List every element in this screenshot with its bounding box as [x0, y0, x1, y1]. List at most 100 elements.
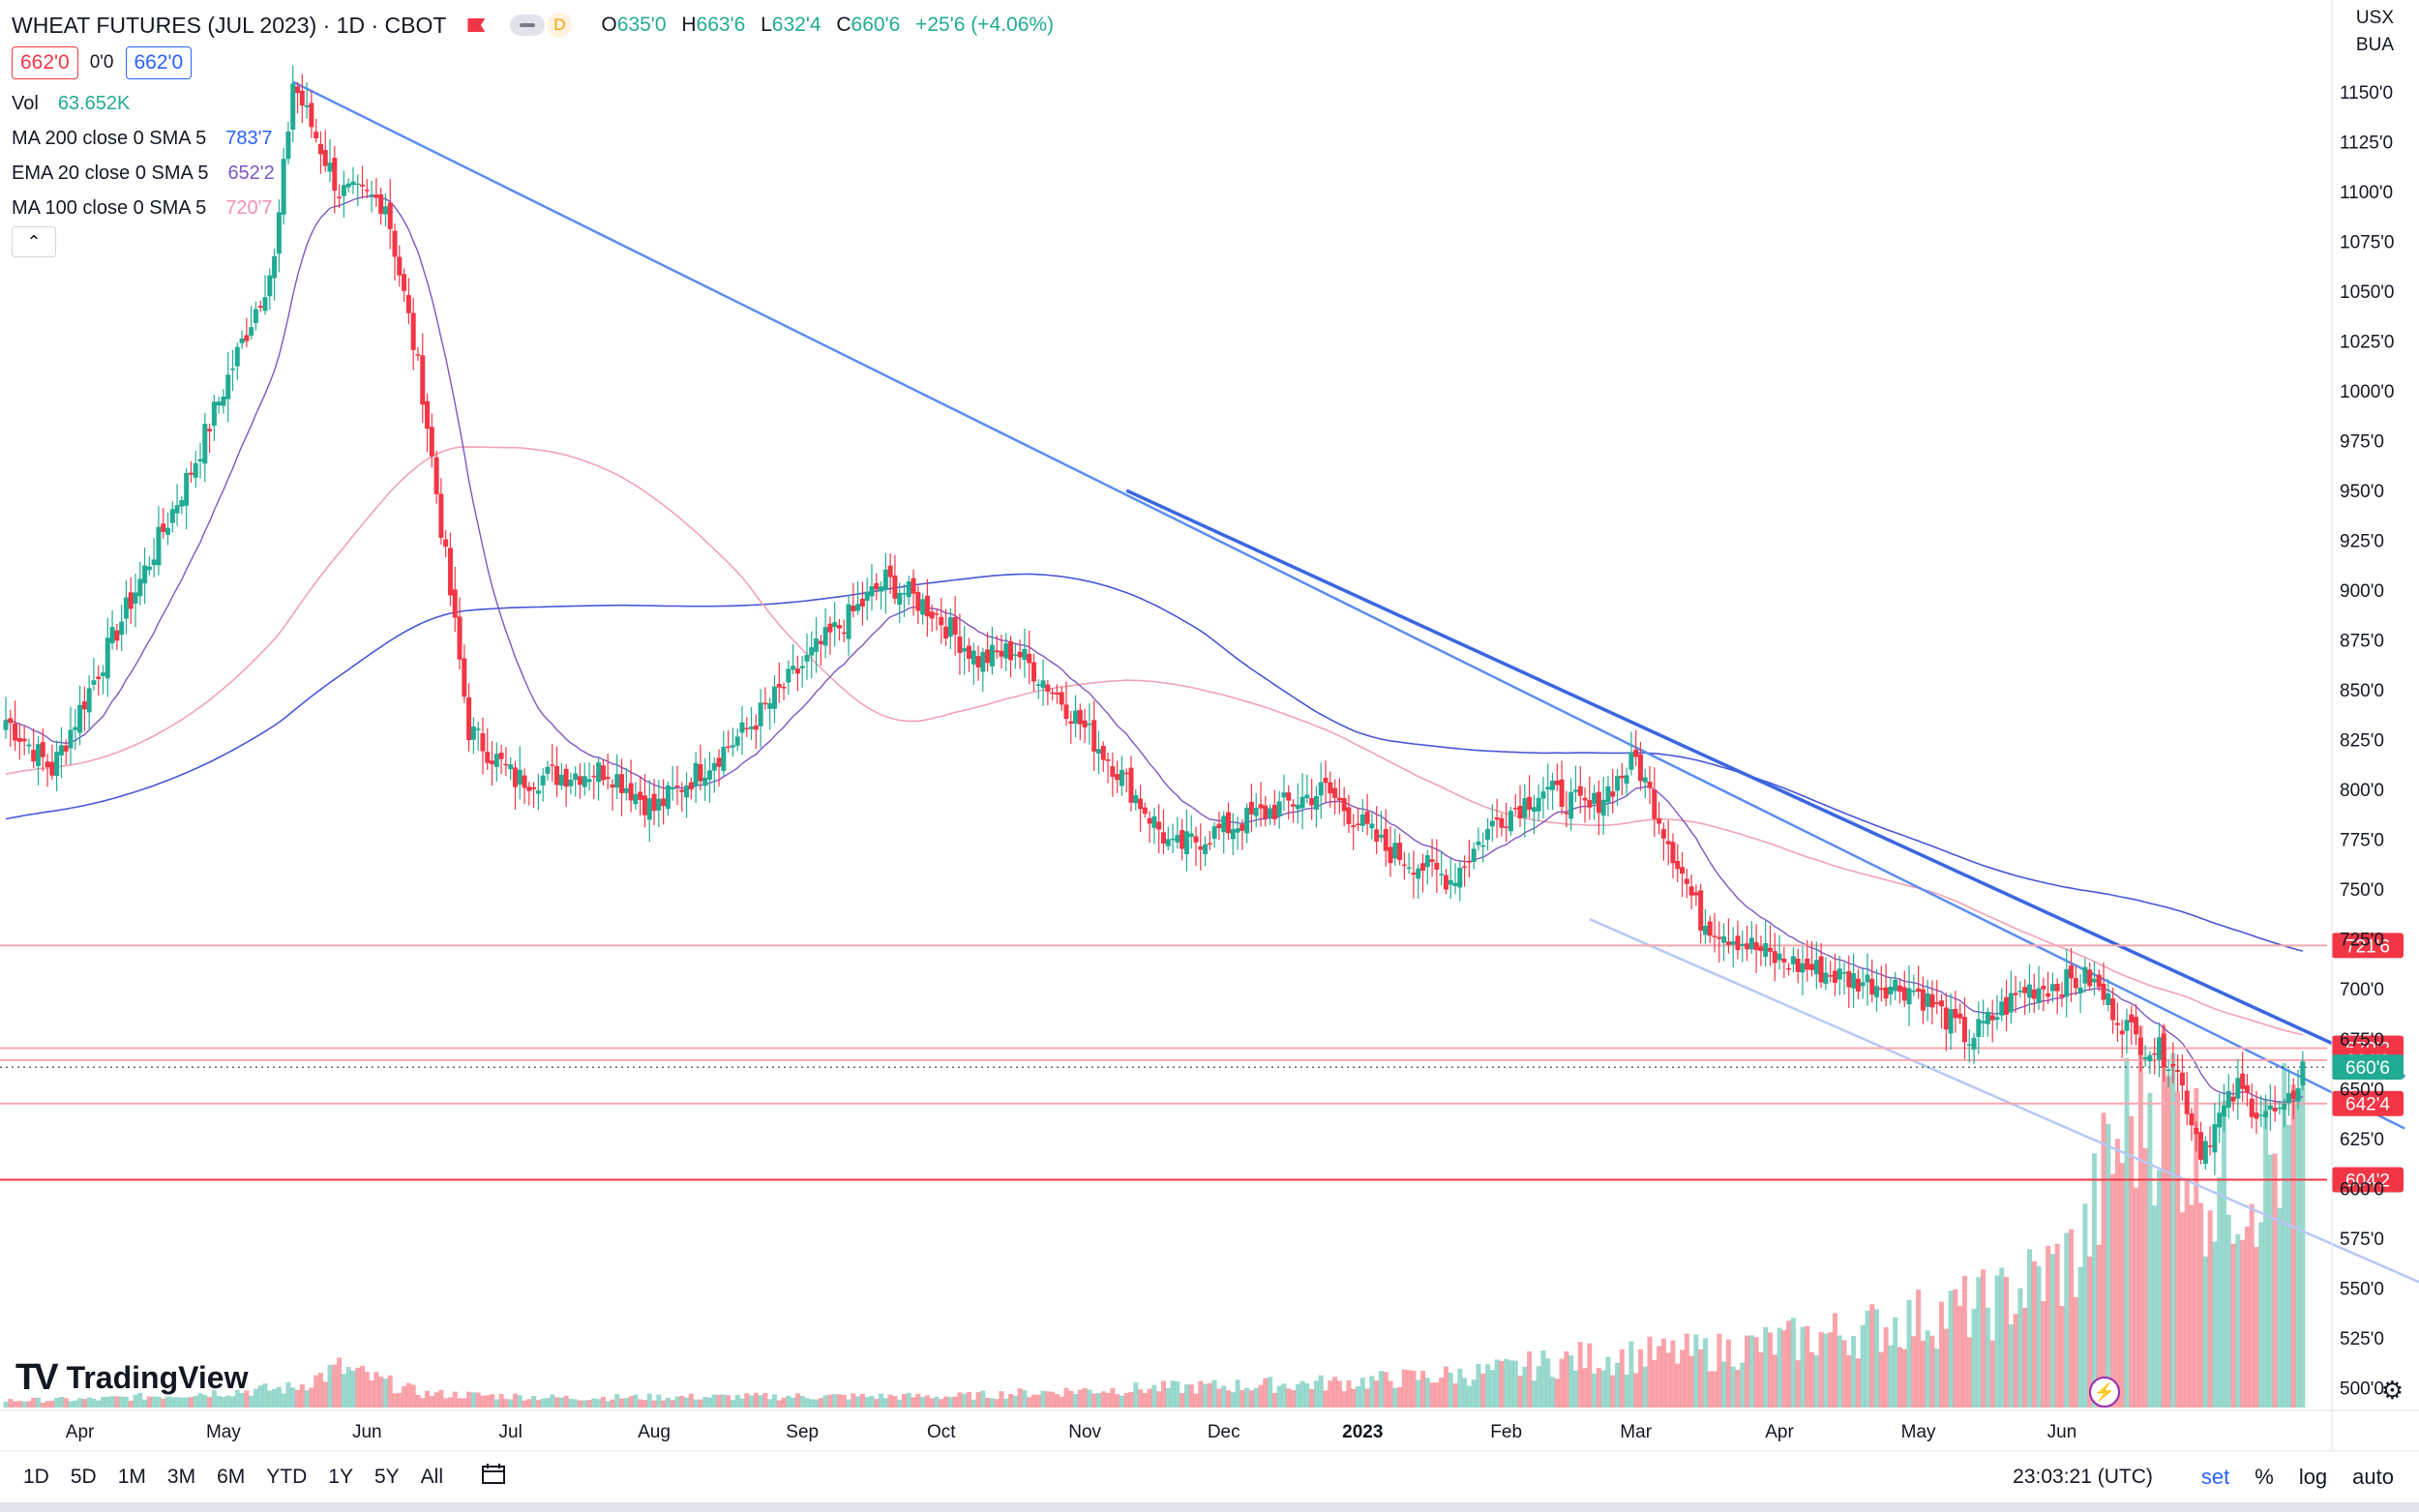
range-1d[interactable]: 1D	[23, 1466, 49, 1488]
legend-volume[interactable]: Vol 63.652K	[12, 93, 130, 115]
candle-body	[1313, 795, 1319, 811]
volume-bar	[1508, 1360, 1513, 1408]
adjust-toggle[interactable]: set	[2200, 1465, 2230, 1489]
log-scale-toggle[interactable]: log	[2298, 1465, 2328, 1489]
utc-clock[interactable]: 23:03:21 (UTC)	[2013, 1466, 2153, 1488]
flag-icon[interactable]	[467, 18, 486, 32]
volume-bar	[512, 1393, 518, 1408]
candle-body	[1258, 804, 1264, 809]
price-level-badge	[2332, 1167, 2404, 1193]
range-all[interactable]: All	[420, 1466, 443, 1488]
volume-bar	[410, 1384, 416, 1408]
volume-bar	[498, 1393, 504, 1408]
volume-bar	[646, 1393, 652, 1408]
range-1m[interactable]: 1M	[117, 1466, 146, 1488]
volume-bar	[202, 1394, 208, 1408]
candle-body	[1263, 805, 1269, 819]
candle-body	[1161, 832, 1166, 845]
volume-bar	[68, 1401, 74, 1408]
candle-body	[2134, 1017, 2139, 1035]
currency-selector[interactable]: USX	[2355, 8, 2394, 28]
exchange-selector[interactable]: BUA	[2355, 35, 2394, 55]
goto-date-icon[interactable]	[482, 1464, 507, 1491]
candle-body	[1133, 794, 1139, 804]
volume-bar	[1684, 1333, 1689, 1408]
range-6m[interactable]: 6M	[217, 1466, 246, 1488]
collapse-legend-button[interactable]: ⌃	[12, 226, 56, 257]
volume-bar	[1165, 1387, 1171, 1408]
volume-bar	[1411, 1370, 1417, 1408]
candle-body	[327, 163, 333, 172]
auto-scale-toggle[interactable]: auto	[2352, 1465, 2394, 1489]
legend-ma100[interactable]: MA 100 close 0 SMA 5 720'7	[12, 197, 273, 220]
sell-button[interactable]: 662'0	[12, 46, 78, 79]
range-5d[interactable]: 5D	[70, 1466, 97, 1488]
y-tick-label: 1025'0	[2340, 333, 2394, 353]
volume-bar	[54, 1398, 60, 1408]
volume-bar	[314, 1375, 319, 1408]
candle-body	[1911, 990, 1917, 993]
volume-bar	[1628, 1341, 1634, 1408]
candle-body	[1725, 941, 1731, 945]
volume-bar	[897, 1399, 903, 1408]
volume-bar	[1022, 1390, 1028, 1408]
candle-body	[1832, 970, 1837, 984]
candle-body	[1230, 829, 1236, 840]
candle-body	[628, 783, 634, 801]
volume-bar	[1476, 1364, 1481, 1408]
volume-bar	[281, 1393, 286, 1408]
volume-bar	[2285, 1124, 2291, 1408]
candle-body	[2105, 993, 2111, 1005]
legend-ema20[interactable]: EMA 20 close 0 SMA 5 652'2	[12, 163, 275, 185]
volume-bar	[2114, 1139, 2120, 1408]
candle-body	[493, 754, 499, 767]
legend-ma200[interactable]: MA 200 close 0 SMA 5 783'7	[12, 128, 273, 150]
settings-gear-icon[interactable]: ⚙	[2380, 1376, 2404, 1405]
candle-body	[577, 776, 582, 786]
candle-body	[341, 185, 346, 196]
candle-body	[1156, 821, 1162, 830]
volume-bar	[1397, 1387, 1403, 1408]
candle-body	[405, 295, 411, 313]
candle-body	[96, 676, 102, 679]
range-3m[interactable]: 3M	[166, 1466, 196, 1488]
volume-bar	[16, 1401, 22, 1408]
buy-button[interactable]: 662'0	[125, 46, 193, 79]
volume-bar	[1499, 1360, 1505, 1408]
symbol-title[interactable]: WHEAT FUTURES (JUL 2023) · 1D · CBOT	[12, 12, 447, 38]
volume-bar	[1480, 1373, 1486, 1408]
range-1y[interactable]: 1Y	[328, 1466, 353, 1488]
volume-bar	[165, 1396, 171, 1408]
legend-label: EMA 20 close 0 SMA 5	[12, 163, 209, 184]
volume-bar	[156, 1396, 162, 1408]
volume-bar	[2267, 1154, 2273, 1408]
candle-body	[818, 640, 823, 644]
candle-body	[1022, 648, 1028, 661]
volume-bar	[1943, 1328, 1949, 1408]
lightning-icon[interactable]: ⚡	[2089, 1377, 2120, 1408]
volume-bar	[1309, 1388, 1315, 1408]
candle-body	[1356, 823, 1361, 825]
trendlines[interactable]	[292, 80, 2419, 1289]
range-ytd[interactable]: YTD	[266, 1466, 308, 1488]
volume-bar	[1216, 1388, 1222, 1408]
range-5y[interactable]: 5Y	[373, 1466, 400, 1488]
quote-row: 662'0 0'0 662'0	[12, 46, 193, 79]
volume-bar	[332, 1364, 338, 1408]
volume-bar	[2119, 1163, 2125, 1408]
candle-body	[1253, 808, 1259, 816]
legend-label: MA 200 close 0 SMA 5	[12, 128, 207, 149]
percent-scale-toggle[interactable]: %	[2255, 1465, 2274, 1489]
candle-body	[1336, 797, 1342, 801]
candle-body	[684, 785, 690, 798]
x-tick-label: Oct	[927, 1422, 956, 1442]
volume-bar	[443, 1398, 449, 1408]
tradingview-logo[interactable]: TV TradingView	[15, 1357, 248, 1399]
last-price-label: 660'6	[2345, 1058, 2390, 1079]
volume-bar	[267, 1390, 273, 1408]
volume-bar	[355, 1367, 361, 1408]
volume-bar	[1976, 1277, 1982, 1408]
volume-bar	[1471, 1379, 1477, 1408]
